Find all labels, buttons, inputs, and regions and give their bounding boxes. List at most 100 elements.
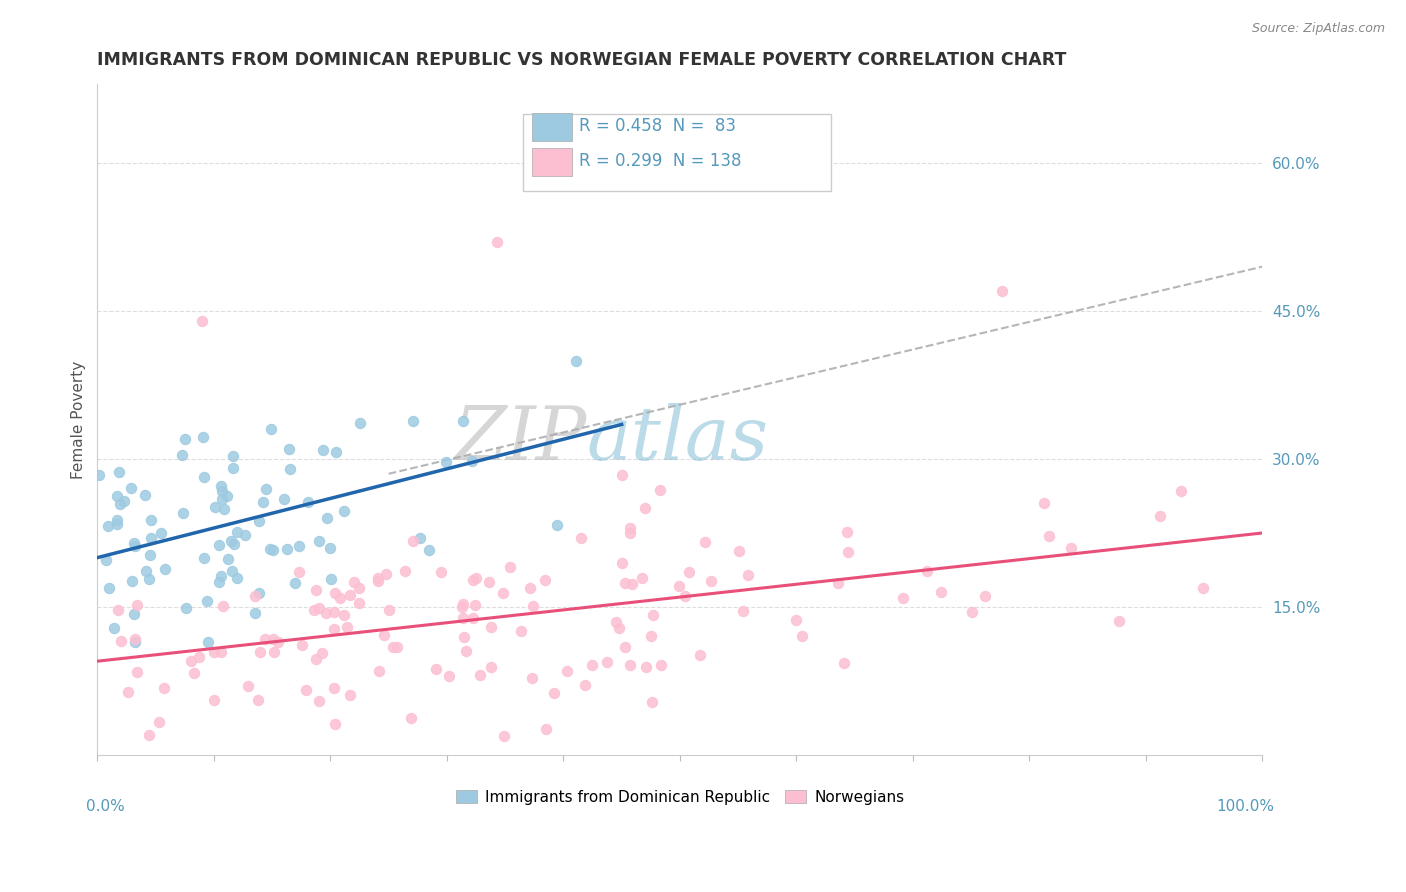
Point — [451, 414, 474, 428]
Point — [689, 648, 711, 663]
Point — [233, 528, 256, 542]
Point — [105, 489, 128, 503]
Point — [260, 422, 283, 436]
Point — [262, 632, 284, 647]
Point — [183, 666, 205, 681]
Point — [402, 533, 425, 548]
Point — [323, 605, 346, 619]
Point — [700, 574, 723, 589]
Point — [605, 615, 627, 629]
Point — [121, 574, 143, 589]
Point — [619, 526, 641, 541]
Point — [634, 660, 657, 674]
Point — [451, 599, 474, 614]
Point — [315, 511, 337, 525]
Point — [479, 620, 502, 634]
Point — [153, 562, 176, 576]
Point — [141, 531, 163, 545]
Point — [94, 553, 117, 567]
Point — [470, 668, 492, 682]
Point — [127, 598, 149, 612]
Point — [329, 591, 352, 606]
Point — [567, 176, 589, 190]
Point — [1038, 529, 1060, 543]
Point — [252, 495, 274, 509]
Point — [148, 715, 170, 730]
Point — [648, 483, 671, 498]
Point — [929, 585, 952, 599]
Point — [394, 564, 416, 578]
Point — [418, 543, 440, 558]
Point — [675, 589, 697, 603]
Point — [193, 469, 215, 483]
FancyBboxPatch shape — [531, 113, 572, 141]
Y-axis label: Female Poverty: Female Poverty — [72, 360, 86, 479]
Point — [138, 572, 160, 586]
Point — [243, 607, 266, 621]
Text: ZIP: ZIP — [454, 403, 586, 476]
Point — [973, 589, 995, 603]
Point — [284, 575, 307, 590]
Point — [174, 600, 197, 615]
Point — [190, 314, 212, 328]
Point — [122, 535, 145, 549]
Point — [614, 576, 637, 591]
Point — [634, 500, 657, 515]
Point — [287, 566, 309, 580]
Point — [349, 416, 371, 430]
Point — [276, 542, 298, 557]
Point — [668, 579, 690, 593]
Point — [534, 722, 557, 736]
Point — [1192, 581, 1215, 595]
Point — [461, 453, 484, 467]
Point — [267, 635, 290, 649]
Point — [453, 630, 475, 644]
Point — [430, 566, 453, 580]
Point — [209, 645, 232, 659]
Point — [259, 542, 281, 557]
Text: 100.0%: 100.0% — [1216, 798, 1274, 814]
Point — [333, 607, 356, 622]
Point — [247, 514, 270, 528]
Point — [915, 565, 938, 579]
Point — [461, 610, 484, 624]
Point — [425, 662, 447, 676]
Point — [347, 596, 370, 610]
Point — [465, 571, 488, 585]
Point — [402, 414, 425, 428]
Point — [107, 602, 129, 616]
Point — [202, 692, 225, 706]
Point — [139, 548, 162, 562]
Point — [103, 621, 125, 635]
Point — [614, 640, 637, 654]
Point — [519, 581, 541, 595]
Point — [226, 572, 249, 586]
Point — [180, 655, 202, 669]
Point — [631, 571, 654, 585]
Point — [124, 632, 146, 647]
Point — [387, 640, 409, 654]
Text: R = 0.458  N =  83: R = 0.458 N = 83 — [578, 117, 735, 135]
Point — [120, 481, 142, 495]
Point — [318, 541, 340, 555]
Point — [619, 658, 641, 673]
Point — [1149, 509, 1171, 524]
Point — [792, 629, 814, 643]
Point — [494, 729, 516, 743]
Point — [222, 460, 245, 475]
Point — [336, 619, 359, 633]
Point — [342, 575, 364, 590]
Point — [373, 628, 395, 642]
Point — [304, 603, 326, 617]
Point — [695, 535, 717, 549]
Point — [297, 494, 319, 508]
Point — [323, 717, 346, 731]
Point — [641, 695, 664, 709]
Point — [727, 544, 749, 558]
Point — [124, 635, 146, 649]
Point — [581, 658, 603, 673]
Point — [209, 569, 232, 583]
Point — [347, 581, 370, 595]
Point — [188, 650, 211, 665]
Point — [112, 494, 135, 508]
